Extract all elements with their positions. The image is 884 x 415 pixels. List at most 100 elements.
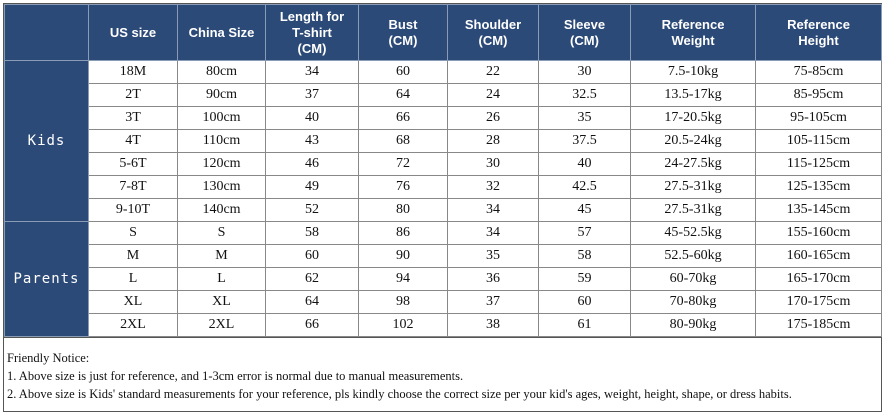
cell: 52.5-60kg xyxy=(630,244,756,268)
cell: 85-95cm xyxy=(755,83,882,107)
table-row: 3T 100cm 40 66 26 35 17-20.5kg 95-105cm xyxy=(5,106,882,130)
cell: 61 xyxy=(538,313,631,337)
cell: 125-135cm xyxy=(755,175,882,199)
cell: 160-165cm xyxy=(755,244,882,268)
cell: 90 xyxy=(358,244,448,268)
table-row: 2XL 2XL 66 102 38 61 80-90kg 175-185cm xyxy=(5,313,882,337)
cell: 34 xyxy=(447,198,539,222)
cell: 7.5-10kg xyxy=(630,60,756,84)
cell: 34 xyxy=(265,60,359,84)
cell: 140cm xyxy=(177,198,266,222)
header-cell: Reference Weight xyxy=(630,4,756,61)
cell: 45 xyxy=(538,198,631,222)
cell: 30 xyxy=(447,152,539,176)
cell: 57 xyxy=(538,221,631,245)
cell: 2XL xyxy=(88,313,178,337)
cell: S xyxy=(88,221,178,245)
header-cell: Shoulder (CM) xyxy=(447,4,539,61)
header-cell: US size xyxy=(88,4,178,61)
cell: 64 xyxy=(358,83,448,107)
header-cell: China Size xyxy=(177,4,266,61)
cell: 58 xyxy=(265,221,359,245)
cell: 52 xyxy=(265,198,359,222)
notice-line: 2. Above size is Kids' standard measurem… xyxy=(7,387,792,401)
group-label: Kids xyxy=(4,60,89,222)
cell: 30 xyxy=(538,60,631,84)
cell: M xyxy=(88,244,178,268)
cell: 45-52.5kg xyxy=(630,221,756,245)
cell: 26 xyxy=(447,106,539,130)
cell: XL xyxy=(177,290,266,314)
cell: 72 xyxy=(358,152,448,176)
table-row: 4T 110cm 43 68 28 37.5 20.5-24kg 105-115cm xyxy=(5,129,882,153)
cell: 68 xyxy=(358,129,448,153)
header-cell: Reference Height xyxy=(755,4,882,61)
cell: 3T xyxy=(88,106,178,130)
cell: 60-70kg xyxy=(630,267,756,291)
header-cell: Length for T-shirt (CM) xyxy=(265,4,359,61)
cell: 62 xyxy=(265,267,359,291)
table-row: M M 60 90 35 58 52.5-60kg 160-165cm xyxy=(5,244,882,268)
cell: 37 xyxy=(447,290,539,314)
size-table: US size China Size Length for T-shirt (CM)… xyxy=(4,4,882,337)
table-row: Kids 18M 80cm 34 60 22 30 7.5-10kg 75-85cm xyxy=(4,60,882,222)
cell: 66 xyxy=(265,313,359,337)
notice-line: 1. Above size is just for reference, and… xyxy=(7,369,464,383)
cell: XL xyxy=(88,290,178,314)
cell: 49 xyxy=(265,175,359,199)
cell: 32 xyxy=(447,175,539,199)
header-row: US size China Size Length for T-shirt (CM)… xyxy=(4,4,882,61)
cell: 42.5 xyxy=(538,175,631,199)
table-row: 5-6T 120cm 46 72 30 40 24-27.5kg 115-125cm xyxy=(5,152,882,176)
notice-title: Friendly Notice: xyxy=(7,351,90,365)
table-body: Kids 18M 80cm 34 60 22 30 7.5-10kg 75-85cm 2T 90cm… xyxy=(4,60,882,337)
cell: 34 xyxy=(447,221,539,245)
cell: 37.5 xyxy=(538,129,631,153)
cell: 27.5-31kg xyxy=(630,175,756,199)
cell: 35 xyxy=(447,244,539,268)
cell: L xyxy=(88,267,178,291)
cell: 2T xyxy=(88,83,178,107)
cell: 155-160cm xyxy=(755,221,882,245)
header-cell: Bust (CM) xyxy=(358,4,448,61)
cell: 46 xyxy=(265,152,359,176)
cell: 170-175cm xyxy=(755,290,882,314)
cell: 59 xyxy=(538,267,631,291)
cell: 37 xyxy=(265,83,359,107)
cell: 60 xyxy=(358,60,448,84)
table-row: Parents S S 58 86 34 57 45-52.5kg 155-160cm xyxy=(4,221,882,337)
cell: 40 xyxy=(538,152,631,176)
cell: 130cm xyxy=(177,175,266,199)
cell: 40 xyxy=(265,106,359,130)
cell: 58 xyxy=(538,244,631,268)
cell: 17-20.5kg xyxy=(630,106,756,130)
cell: 28 xyxy=(447,129,539,153)
cell: 60 xyxy=(538,290,631,314)
table-row: 7-8T 130cm 49 76 32 42.5 27.5-31kg 125-135cm xyxy=(5,175,882,199)
cell: 98 xyxy=(358,290,448,314)
cell: 64 xyxy=(265,290,359,314)
cell: M xyxy=(177,244,266,268)
cell: 110cm xyxy=(177,129,266,153)
cell: 24-27.5kg xyxy=(630,152,756,176)
table-row: 2T 90cm 37 64 24 32.5 13.5-17kg 85-95cm xyxy=(5,83,882,107)
cell: 9-10T xyxy=(88,198,178,222)
cell: 102 xyxy=(358,313,448,337)
cell: 95-105cm xyxy=(755,106,882,130)
cell: 35 xyxy=(538,106,631,130)
cell: 18M xyxy=(88,60,178,84)
cell: 13.5-17kg xyxy=(630,83,756,107)
cell: 4T xyxy=(88,129,178,153)
cell: 66 xyxy=(358,106,448,130)
cell: 24 xyxy=(447,83,539,107)
table-row: L L 62 94 36 59 60-70kg 165-170cm xyxy=(5,267,882,291)
cell: 115-125cm xyxy=(755,152,882,176)
cell: 38 xyxy=(447,313,539,337)
cell: L xyxy=(177,267,266,291)
cell: 105-115cm xyxy=(755,129,882,153)
cell: 80cm xyxy=(177,60,266,84)
cell: 5-6T xyxy=(88,152,178,176)
cell: 90cm xyxy=(177,83,266,107)
cell: 135-145cm xyxy=(755,198,882,222)
